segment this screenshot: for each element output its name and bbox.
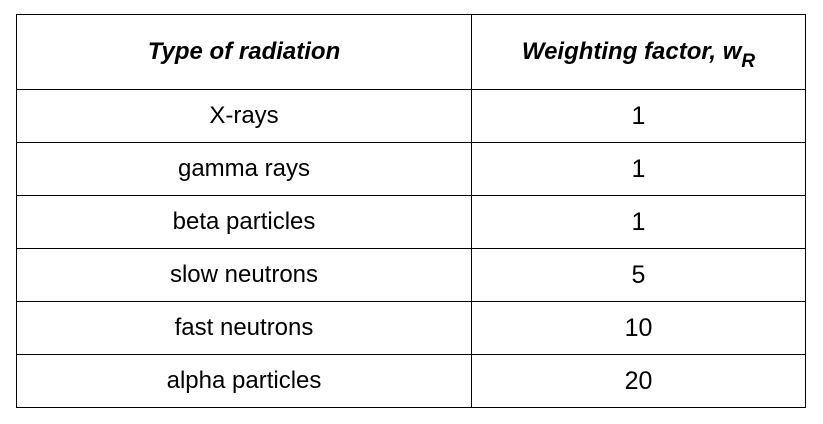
radiation-type-cell: slow neutrons — [16, 248, 472, 302]
weighting-factor-cell: 10 — [471, 301, 806, 355]
weighting-factor-cell: 1 — [471, 142, 806, 196]
table-row: X-rays 1 — [16, 89, 806, 143]
table-row: gamma rays 1 — [16, 142, 806, 196]
radiation-type-cell: alpha particles — [16, 354, 472, 408]
header-row: Type of radiation Weighting factor, wR — [16, 14, 806, 90]
radiation-type-cell: fast neutrons — [16, 301, 472, 355]
table-row: beta particles 1 — [16, 195, 806, 249]
table-row: fast neutrons 10 — [16, 301, 806, 355]
header-type-of-radiation: Type of radiation — [16, 14, 472, 90]
weighting-factor-cell: 20 — [471, 354, 806, 408]
weighting-factor-cell: 5 — [471, 248, 806, 302]
radiation-type-cell: gamma rays — [16, 142, 472, 196]
weighting-factor-cell: 1 — [471, 89, 806, 143]
weighting-factor-cell: 1 — [471, 195, 806, 249]
radiation-weighting-table-container: Type of radiation Weighting factor, wR X… — [16, 14, 806, 408]
header-weighting-factor-text: Weighting factor, w — [521, 38, 742, 65]
radiation-weighting-table: Type of radiation Weighting factor, wR X… — [16, 14, 806, 408]
table-row: alpha particles 20 — [16, 354, 806, 408]
header-weighting-factor: Weighting factor, wR — [471, 14, 806, 90]
radiation-type-cell: X-rays — [16, 89, 472, 143]
header-weighting-factor-subscript: R — [741, 51, 756, 72]
table-row: slow neutrons 5 — [16, 248, 806, 302]
radiation-type-cell: beta particles — [16, 195, 472, 249]
